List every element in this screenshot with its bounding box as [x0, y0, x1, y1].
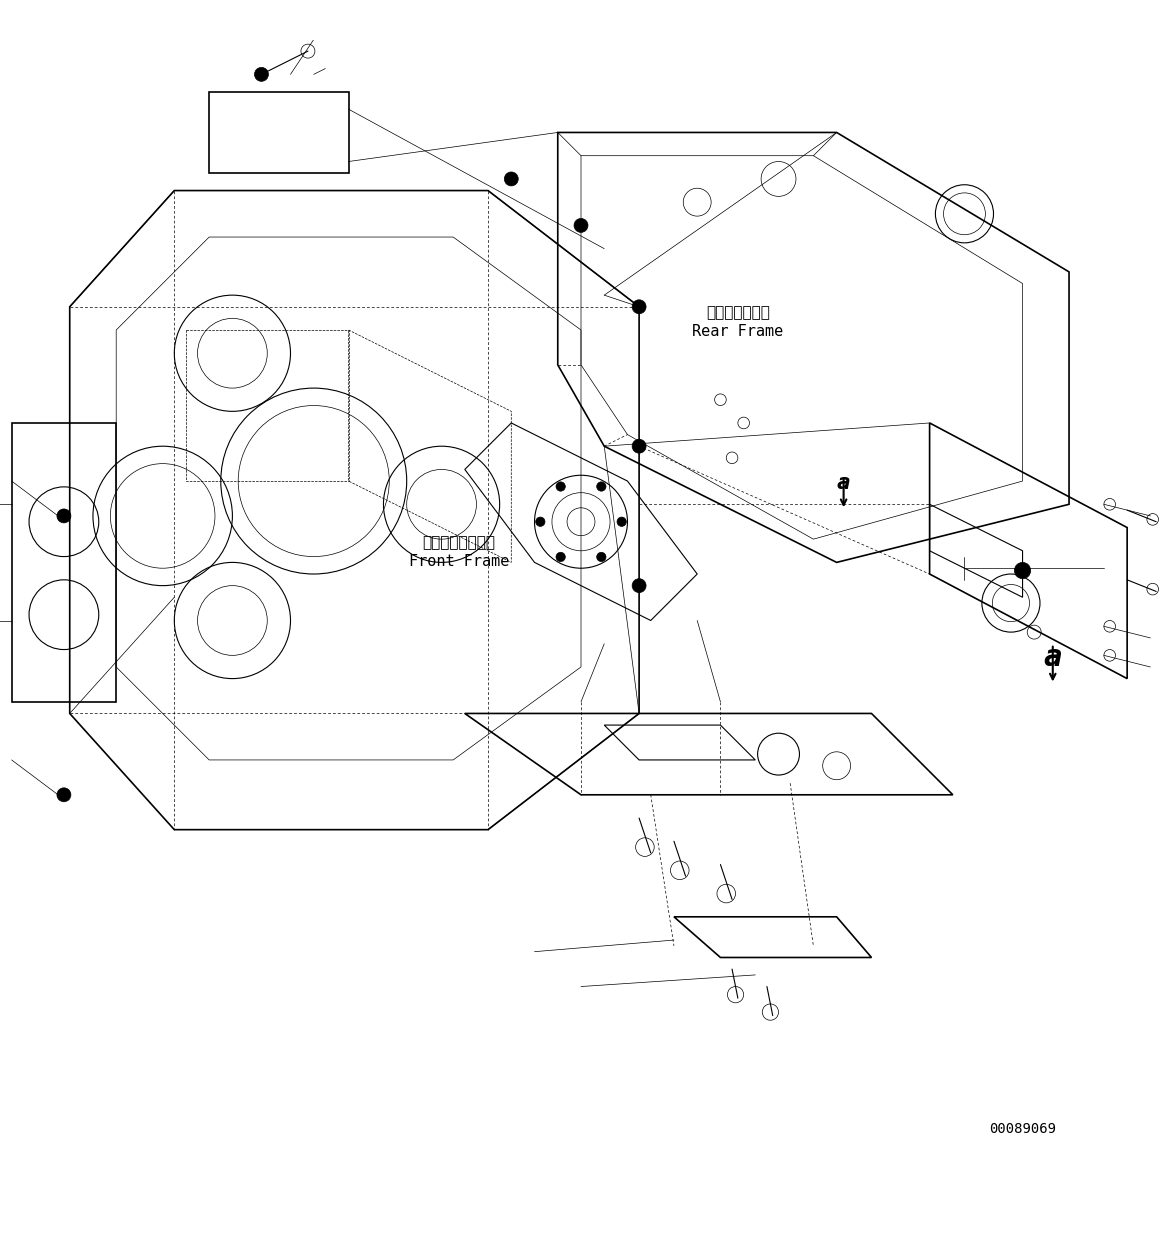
Text: Rear Frame: Rear Frame [693, 324, 783, 339]
Circle shape [574, 218, 588, 232]
Circle shape [555, 552, 566, 562]
Circle shape [597, 482, 607, 491]
Text: Front Frame: Front Frame [409, 553, 509, 568]
Circle shape [254, 67, 268, 82]
Circle shape [555, 482, 566, 491]
Text: a: a [1043, 643, 1062, 673]
Circle shape [504, 172, 518, 186]
Circle shape [57, 509, 71, 522]
Text: 00089069: 00089069 [989, 1122, 1056, 1137]
Text: a: a [837, 473, 851, 494]
Circle shape [632, 439, 646, 453]
Circle shape [632, 300, 646, 314]
Circle shape [536, 517, 545, 526]
Text: リヤーフレーム: リヤーフレーム [706, 305, 769, 320]
Circle shape [617, 517, 626, 526]
Text: フロントフレーム: フロントフレーム [423, 535, 495, 550]
Circle shape [1014, 562, 1031, 578]
Circle shape [57, 788, 71, 802]
Circle shape [632, 578, 646, 593]
Circle shape [597, 552, 607, 562]
